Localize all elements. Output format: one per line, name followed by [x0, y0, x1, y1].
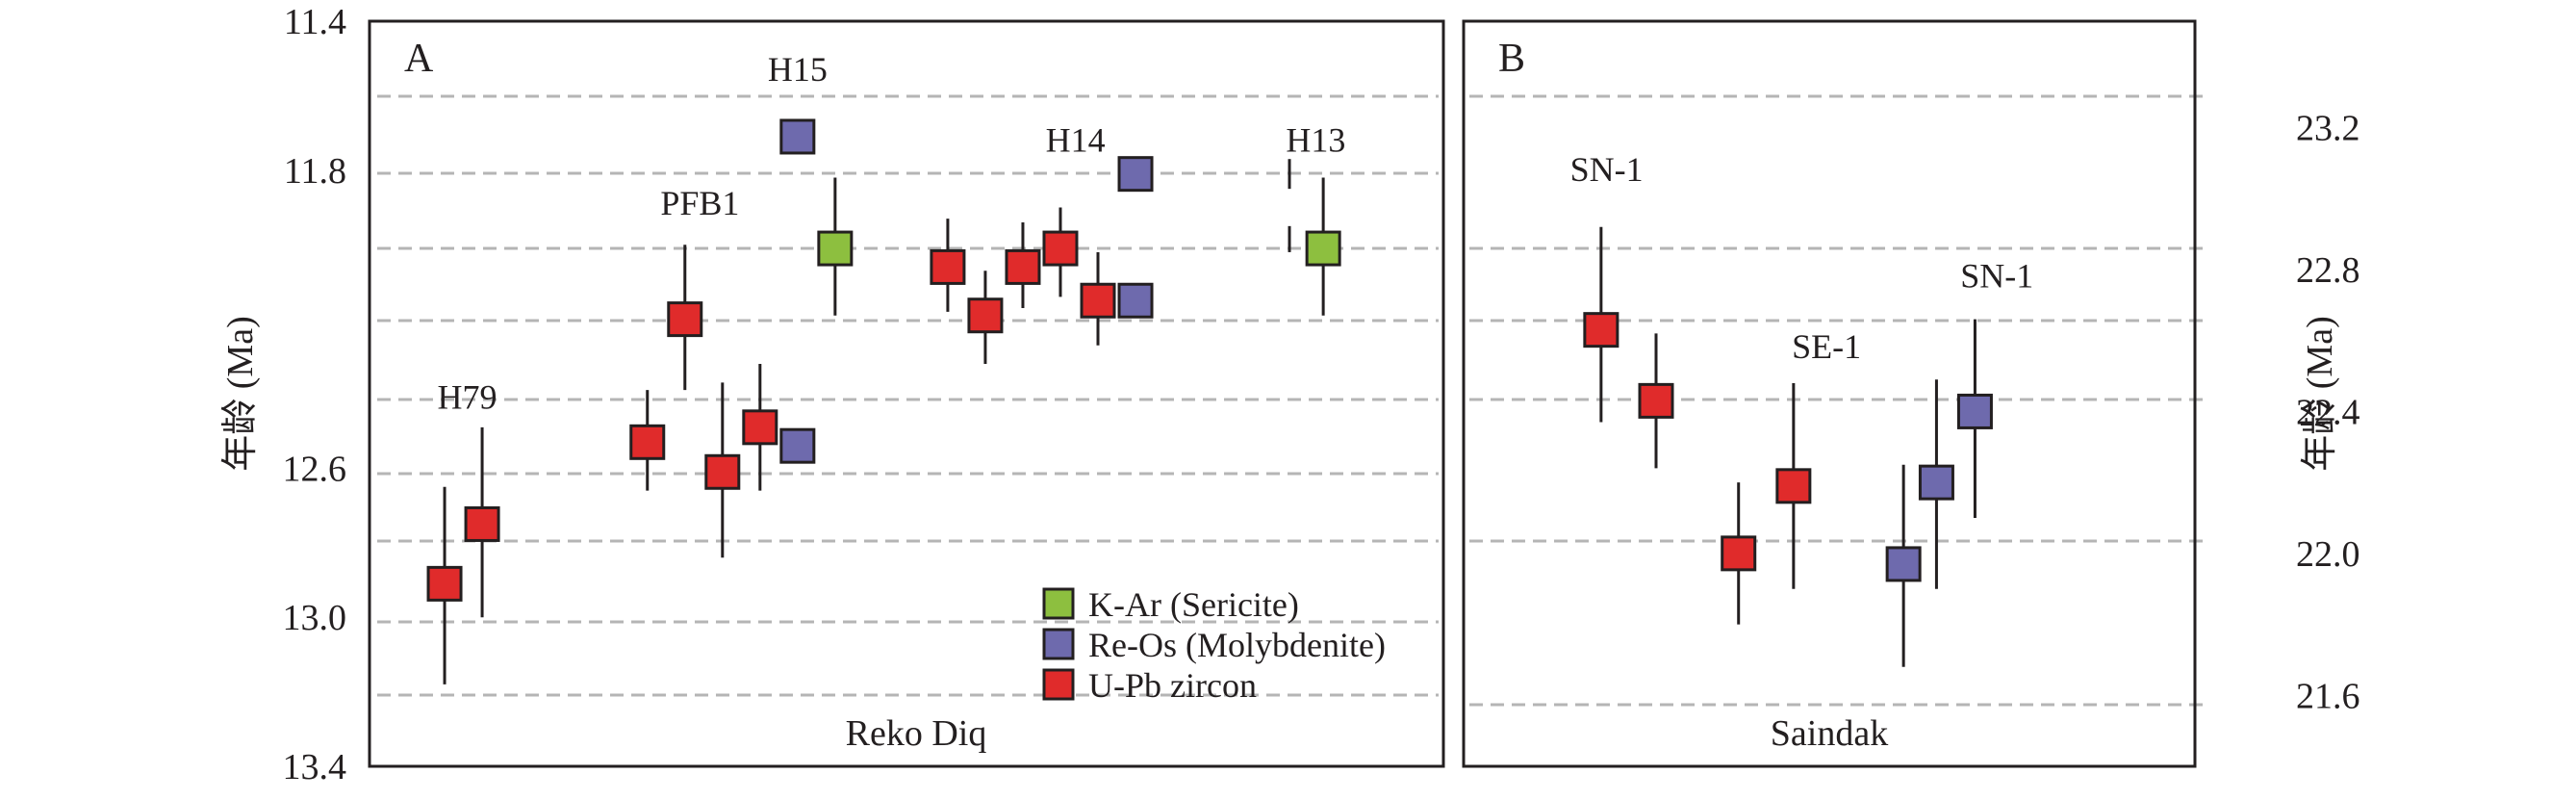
panel-letter: A — [404, 37, 434, 81]
y-axis-title: 年龄 (Ma) — [2300, 316, 2340, 471]
data-point-u-pb — [464, 505, 500, 542]
y-tick-label: 22.4 — [2296, 392, 2360, 432]
data-point-re-os — [1956, 393, 1993, 429]
y-tick-label: 11.4 — [284, 2, 346, 42]
legend-swatch-re-os — [1042, 628, 1075, 660]
group-label: H13 — [1286, 120, 1345, 159]
y-tick-label: 23.2 — [2296, 109, 2360, 149]
legend-swatch-k-ar — [1042, 587, 1075, 620]
y-tick-label: 21.6 — [2296, 676, 2360, 716]
group-label: SN-1 — [1570, 150, 1644, 189]
data-point-k-ar — [1305, 230, 1341, 267]
data-point-re-os — [1885, 546, 1922, 582]
data-point-u-pb — [1583, 312, 1620, 348]
group-label: SE-1 — [1792, 327, 1861, 366]
y-tick-label: 22.0 — [2296, 534, 2360, 575]
data-point-u-pb — [742, 409, 778, 446]
panel-letter: B — [1498, 37, 1525, 81]
legend-label: K-Ar (Sericite) — [1088, 585, 1299, 624]
data-point-u-pb — [1005, 248, 1041, 285]
y-tick-label: 12.6 — [283, 449, 347, 489]
panel-a-frame — [368, 19, 1445, 768]
group-label: H79 — [437, 377, 497, 416]
group-label: H15 — [768, 50, 828, 89]
data-point-u-pb — [667, 301, 703, 338]
data-point-u-pb — [1721, 535, 1757, 572]
group-label: PFB1 — [660, 184, 739, 222]
site-label: Reko Diq — [846, 713, 987, 754]
data-point-u-pb — [1775, 468, 1812, 504]
y-tick-label: 11.8 — [284, 151, 346, 192]
y-tick-label: 13.4 — [283, 747, 347, 787]
data-point-u-pb — [1080, 282, 1116, 319]
data-point-u-pb — [704, 453, 741, 490]
data-point-u-pb — [426, 565, 463, 602]
data-point-re-os — [1117, 282, 1154, 319]
data-point-re-os — [779, 118, 816, 155]
data-point-u-pb — [629, 424, 666, 460]
site-label: Saindak — [1771, 713, 1888, 754]
data-point-k-ar — [817, 230, 854, 267]
data-point-re-os — [1918, 464, 1954, 501]
group-label: H14 — [1046, 120, 1106, 159]
group-label: SN-1 — [1960, 256, 2033, 295]
panel-b-frame — [1462, 19, 2197, 768]
legend-label: U-Pb zircon — [1088, 666, 1257, 705]
data-point-u-pb — [930, 248, 966, 285]
y-tick-label: 13.0 — [283, 598, 347, 638]
data-point-re-os — [779, 427, 816, 464]
y-tick-label: 22.8 — [2296, 250, 2360, 291]
legend-label: Re-Os (Molybdenite) — [1088, 626, 1386, 664]
data-point-re-os — [1117, 156, 1154, 193]
data-point-u-pb — [967, 297, 1004, 334]
data-point-u-pb — [1042, 230, 1079, 267]
data-point-u-pb — [1638, 382, 1674, 419]
y-axis-title: 年龄 (Ma) — [220, 316, 261, 471]
legend-swatch-u-pb — [1042, 668, 1075, 701]
